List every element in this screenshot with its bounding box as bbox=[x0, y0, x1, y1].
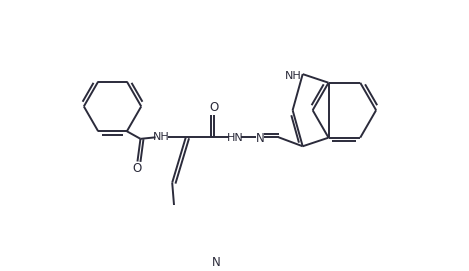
Text: O: O bbox=[133, 162, 142, 175]
Text: N: N bbox=[212, 256, 220, 269]
Text: O: O bbox=[210, 101, 219, 114]
Text: N: N bbox=[256, 132, 264, 144]
Text: HN: HN bbox=[227, 133, 243, 143]
Text: NH: NH bbox=[153, 132, 170, 142]
Text: NH: NH bbox=[285, 71, 302, 81]
